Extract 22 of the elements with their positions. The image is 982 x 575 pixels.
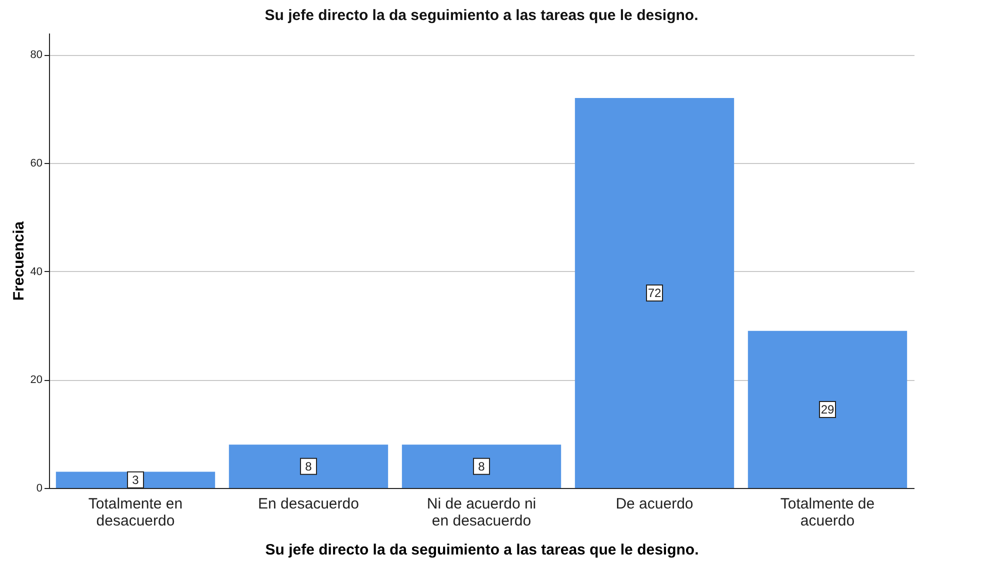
- y-tick-label: 40: [30, 266, 42, 278]
- x-tick-label: Ni de acuerdo ni en desacuerdo: [426, 496, 536, 530]
- data-label: 8: [478, 459, 486, 474]
- bar: [574, 98, 734, 488]
- x-tick-label: De acuerdo: [616, 496, 694, 512]
- x-axis-title: Su jefe directo la da seguimiento a las tareas que le designo.: [265, 542, 699, 558]
- x-tick-label: En desacuerdo: [258, 496, 359, 512]
- bar: [228, 444, 388, 488]
- y-tick-label: 60: [30, 158, 42, 170]
- data-label: 3: [132, 472, 140, 487]
- data-label: 8: [305, 459, 312, 474]
- x-tick-label: Totalmente en desacuerdo: [88, 496, 183, 530]
- y-tick-label: 0: [36, 482, 42, 494]
- chart-title: Su jefe directo la da seguimiento a las tareas que le designo.: [264, 7, 698, 24]
- y-tick-label: 80: [30, 49, 42, 62]
- data-label: 29: [820, 402, 834, 416]
- y-axis-title: Frecuencia: [10, 220, 28, 301]
- bar: [748, 330, 908, 488]
- x-tick-label: Totalmente de acuerdo: [780, 496, 875, 530]
- y-tick-label: 20: [30, 374, 42, 386]
- data-label: 72: [648, 286, 662, 300]
- bar: [402, 444, 562, 488]
